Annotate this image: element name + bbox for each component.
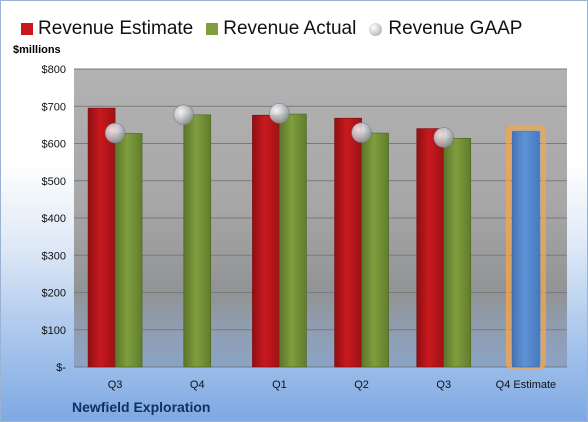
legend-swatch-estimate <box>21 23 33 35</box>
gaap-marker <box>269 103 290 124</box>
y-tick-label: $- <box>56 362 66 374</box>
gaap-marker <box>433 127 454 148</box>
bar-estimate <box>416 128 445 368</box>
bar-estimate <box>87 107 116 368</box>
legend-label-actual: Revenue Actual <box>223 18 357 39</box>
bar-actual <box>183 114 212 368</box>
legend-label-estimate: Revenue Estimate <box>38 18 194 39</box>
y-tick-label: $700 <box>42 101 66 113</box>
x-tick-label: Q2 <box>354 379 369 391</box>
legend-marker-gaap <box>369 22 383 36</box>
legend-item-estimate: Revenue Estimate <box>21 18 193 40</box>
x-tick-label: Q1 <box>272 379 287 391</box>
y-tick-label: $800 <box>42 64 66 76</box>
bar-actual <box>443 137 472 368</box>
legend-item-actual: Revenue Actual <box>206 18 356 40</box>
y-axis-unit-label: $millions <box>13 44 61 56</box>
bar-actual <box>279 113 307 368</box>
y-tick-label: $100 <box>42 325 66 337</box>
legend-item-gaap: Revenue GAAP <box>369 18 522 40</box>
legend-swatch-actual <box>206 23 219 35</box>
y-tick-label: $400 <box>42 213 66 225</box>
x-tick-label: Q3 <box>108 379 123 391</box>
legend: Revenue Estimate Revenue Actual Revenue … <box>21 16 535 42</box>
bar-actual <box>361 132 389 368</box>
bar-estimate-future <box>512 131 540 368</box>
x-tick-label: Q4 <box>190 379 205 391</box>
bar-actual <box>114 133 143 368</box>
y-tick-label: $200 <box>42 288 66 300</box>
x-tick-label: Q3 <box>436 379 451 391</box>
gaap-marker <box>351 122 372 143</box>
company-name: Newfield Exploration <box>72 399 211 415</box>
gaap-marker <box>173 104 194 126</box>
bar-estimate <box>334 117 362 368</box>
legend-label-gaap: Revenue GAAP <box>388 18 523 39</box>
y-tick-label: $300 <box>42 250 66 262</box>
bar-estimate <box>252 114 280 368</box>
x-tick-label: Q4 Estimate <box>496 379 557 391</box>
y-tick-label: $500 <box>42 176 66 188</box>
y-tick-label: $600 <box>42 139 66 151</box>
gaap-marker <box>104 122 126 144</box>
